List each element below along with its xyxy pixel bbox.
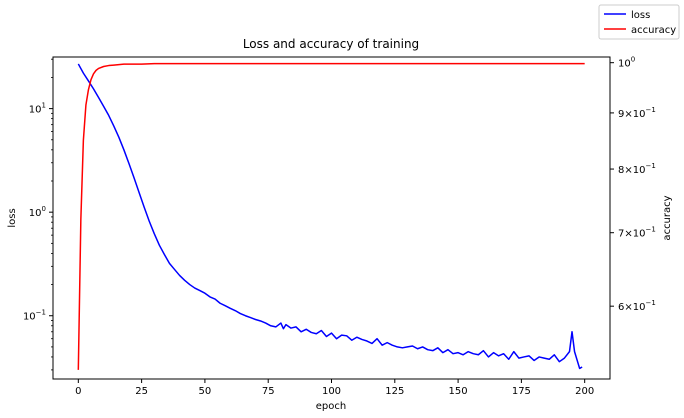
- x-tick-label: 100: [322, 386, 341, 397]
- x-tick-label: 75: [262, 386, 275, 397]
- x-tick-label: 150: [449, 386, 468, 397]
- right-y-axis-label: accuracy: [662, 195, 673, 240]
- series-line-accuracy: [77, 62, 585, 370]
- legend-label-accuracy: accuracy: [631, 25, 676, 36]
- x-tick-label: 25: [135, 386, 148, 397]
- x-tick-label: 125: [385, 386, 404, 397]
- chart-title: Loss and accuracy of training: [243, 37, 419, 51]
- plot-area: [77, 62, 585, 370]
- x-axis: 0 25 50 75 100 125 150 175 200: [75, 379, 594, 397]
- x-tick-label: 200: [575, 386, 594, 397]
- x-axis-label: epoch: [316, 401, 346, 412]
- series-line-loss: [77, 63, 583, 370]
- x-tick-label: 175: [512, 386, 531, 397]
- legend-label-loss: loss: [631, 10, 650, 21]
- left-y-axis-label: loss: [7, 208, 18, 227]
- legend: loss accuracy: [598, 4, 680, 40]
- x-tick-label: 0: [75, 386, 81, 397]
- x-tick-label: 50: [199, 386, 212, 397]
